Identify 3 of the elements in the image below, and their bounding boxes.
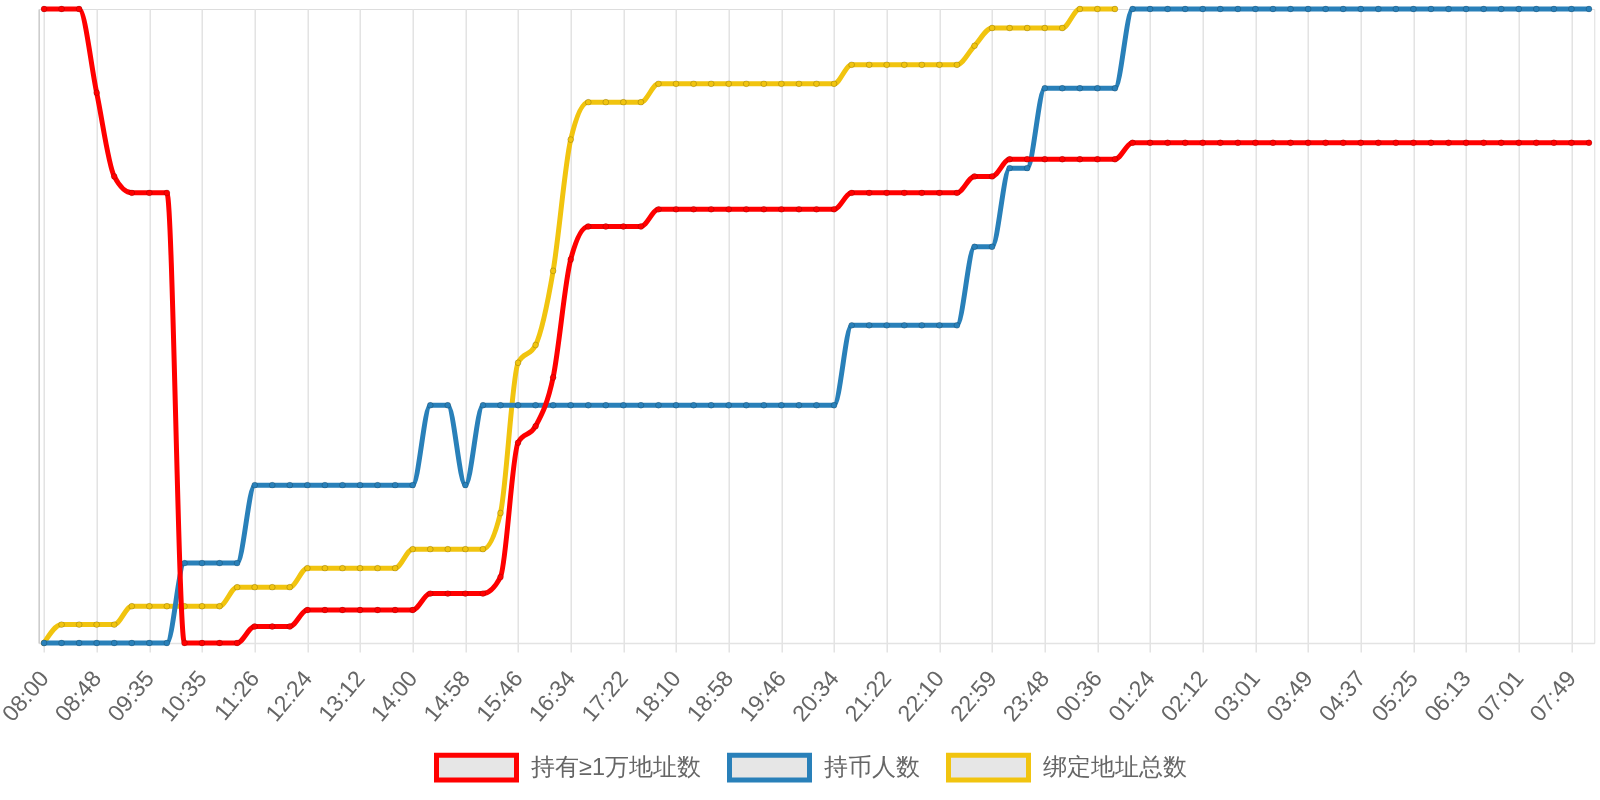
legend-label: 持币人数 (824, 753, 920, 780)
legend-label: 持有≥1万地址数 (531, 753, 701, 780)
legend-label: 绑定地址总数 (1043, 753, 1187, 780)
